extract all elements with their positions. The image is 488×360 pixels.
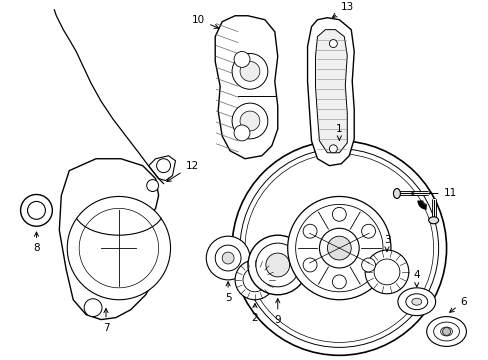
Ellipse shape — [397, 288, 435, 316]
Polygon shape — [215, 16, 277, 159]
Circle shape — [20, 194, 52, 226]
Circle shape — [361, 224, 375, 238]
Circle shape — [319, 228, 359, 268]
Circle shape — [303, 224, 316, 238]
Ellipse shape — [428, 217, 438, 224]
Circle shape — [373, 259, 399, 285]
Text: 10: 10 — [192, 15, 218, 28]
Text: 11: 11 — [410, 189, 456, 198]
Text: 3: 3 — [383, 235, 389, 251]
Circle shape — [329, 40, 337, 48]
Circle shape — [234, 125, 249, 141]
Text: 4: 4 — [413, 270, 419, 287]
Circle shape — [84, 299, 102, 316]
Circle shape — [235, 260, 274, 300]
Text: 6: 6 — [449, 297, 466, 312]
Circle shape — [332, 207, 346, 221]
Ellipse shape — [411, 298, 421, 305]
Circle shape — [222, 252, 234, 264]
Circle shape — [442, 328, 449, 336]
Text: 13: 13 — [332, 2, 353, 17]
Circle shape — [232, 54, 267, 89]
Polygon shape — [315, 30, 346, 153]
Circle shape — [232, 103, 267, 139]
Circle shape — [265, 253, 289, 277]
Polygon shape — [307, 18, 353, 166]
Text: 7: 7 — [102, 309, 109, 333]
Circle shape — [327, 236, 350, 260]
Text: 5: 5 — [224, 282, 231, 303]
Ellipse shape — [393, 189, 400, 198]
Circle shape — [215, 245, 241, 271]
Ellipse shape — [440, 327, 451, 336]
Circle shape — [287, 197, 390, 300]
Circle shape — [240, 149, 438, 347]
Circle shape — [234, 51, 249, 67]
Circle shape — [146, 180, 158, 192]
Circle shape — [247, 235, 307, 295]
Circle shape — [156, 159, 170, 173]
Circle shape — [240, 62, 259, 81]
Circle shape — [27, 202, 45, 219]
Circle shape — [244, 154, 433, 342]
Circle shape — [206, 236, 249, 280]
Text: 2: 2 — [251, 303, 258, 323]
Circle shape — [79, 208, 158, 288]
Circle shape — [303, 258, 316, 272]
Circle shape — [361, 258, 375, 272]
Text: 1: 1 — [335, 124, 342, 140]
Ellipse shape — [433, 322, 459, 341]
Circle shape — [365, 250, 408, 294]
Circle shape — [67, 197, 170, 300]
Circle shape — [329, 145, 337, 153]
Circle shape — [232, 141, 446, 355]
Text: 9: 9 — [274, 299, 281, 325]
Circle shape — [255, 243, 299, 287]
Polygon shape — [59, 159, 160, 320]
Circle shape — [240, 111, 259, 131]
Polygon shape — [148, 156, 175, 181]
Circle shape — [243, 268, 266, 292]
Circle shape — [332, 275, 346, 289]
Ellipse shape — [405, 294, 427, 310]
Text: 8: 8 — [33, 232, 40, 253]
Ellipse shape — [426, 316, 466, 346]
Circle shape — [295, 204, 382, 292]
Text: 12: 12 — [166, 161, 198, 181]
